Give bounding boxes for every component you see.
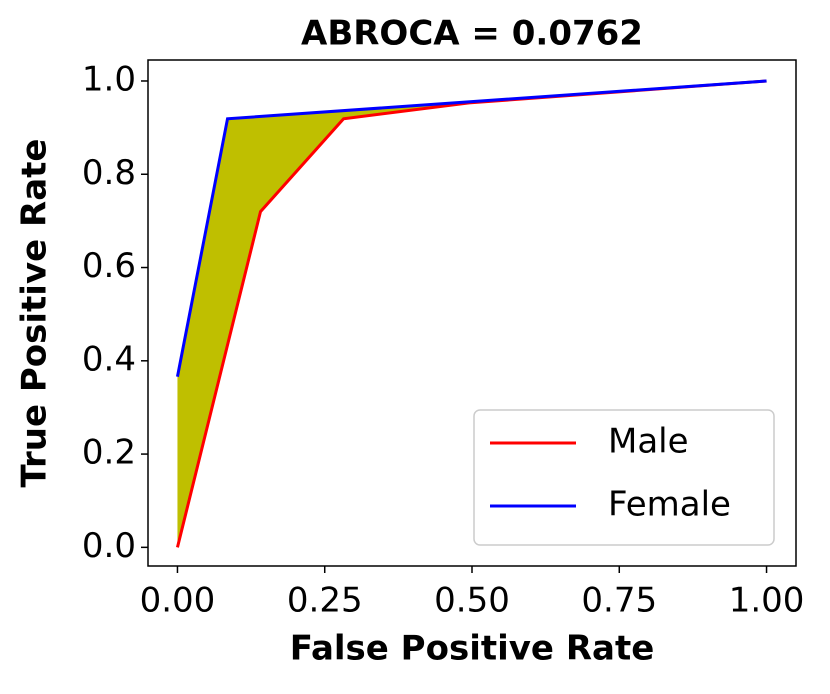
y-tick-label: 0.6 (82, 246, 136, 286)
fill-between (177, 80, 767, 548)
plot-frame (147, 59, 797, 567)
x-tick-label: 1.00 (729, 581, 805, 621)
y-tick-label: 0.4 (82, 339, 136, 379)
y-axis-label: True Positive Rate (15, 139, 55, 488)
y-tick-label: 1.0 (82, 59, 136, 99)
y-tick-label: 0.8 (82, 153, 136, 193)
x-tick-label: 0.00 (140, 581, 216, 621)
line-series (175, 79, 767, 377)
chart-title: ABROCA = 0.0762 (301, 14, 643, 54)
x-tick-label: 0.25 (287, 581, 363, 621)
legend-label: Male (608, 422, 689, 462)
legend: Male Female (473, 409, 775, 546)
x-tick-label: 0.75 (581, 581, 657, 621)
x-axis-label: False Positive Rate (290, 629, 655, 669)
legend-label: Female (608, 485, 731, 525)
y-tick-label: 0.2 (82, 433, 136, 473)
y-tick-label: 0.0 (82, 526, 136, 566)
x-tick-label: 0.50 (434, 581, 510, 621)
